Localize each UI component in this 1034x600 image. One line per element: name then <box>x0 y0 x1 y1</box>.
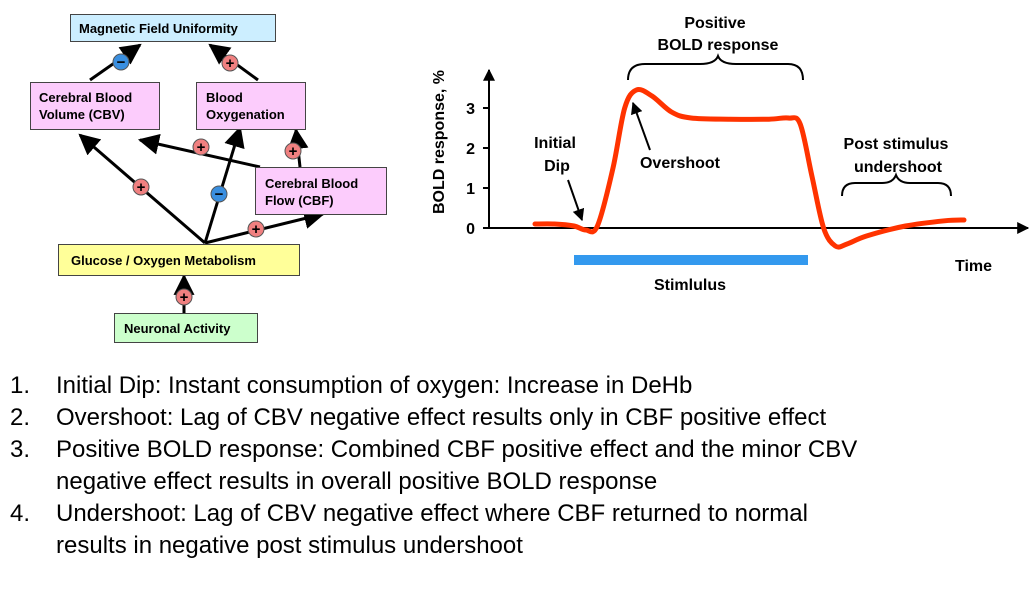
magnetic-field-label: Magnetic Field Uniformity <box>79 21 238 36</box>
plus-sign-neuronal-metabolism <box>175 288 193 306</box>
post-stimulus-label-line1: Post stimulus <box>844 136 949 153</box>
arrow-metabolism-to-oxygenation <box>203 125 245 244</box>
plus-label: + <box>180 289 189 306</box>
explanation-number: 4. <box>10 500 31 527</box>
explanation-text: negative effect results in overall posit… <box>56 468 658 495</box>
cbf-box: Cerebral Blood Flow (CBF) <box>255 167 387 215</box>
plus-sign-cbf-cbv <box>192 138 210 156</box>
explanation-text: Overshoot: Lag of CBV negative effect re… <box>56 404 827 431</box>
stimulus-label: Stimlulus <box>654 277 726 294</box>
explanation-text: results in negative post stimulus unders… <box>56 532 523 559</box>
plus-sign-oxygenation-field <box>221 54 239 72</box>
plus-label: + <box>252 221 261 238</box>
y-axis-label: BOLD response, % <box>431 70 448 214</box>
explanation-text: Initial Dip: Instant consumption of oxyg… <box>56 372 693 399</box>
positive-bold-label-line2: BOLD response <box>658 37 779 54</box>
plus-sign-metabolism-cbf <box>247 220 265 238</box>
cbf-label-line1: Cerebral Blood <box>265 176 359 191</box>
explanation-item: 1. Initial Dip: Instant consumption of ox… <box>10 370 1020 402</box>
explanation-text: Positive BOLD response: Combined CBF pos… <box>56 436 858 463</box>
oxygenation-label-line2: Oxygenation <box>206 107 285 122</box>
diagram-arrows: − + + − + + + + <box>78 43 326 316</box>
plus-label: + <box>226 55 235 72</box>
stimulus-bar <box>574 255 808 265</box>
oxygenation-label-line1: Blood <box>206 90 243 105</box>
oxygenation-box: Blood Oxygenation <box>196 82 306 130</box>
y-tick-label: 0 <box>466 221 475 238</box>
overshoot-arrow <box>631 101 651 151</box>
explanation-item: 4. Undershoot: Lag of CBV negative effect… <box>10 498 1020 562</box>
plus-sign-cbf-oxygenation <box>284 142 302 160</box>
explanation-number: 1. <box>10 372 31 399</box>
x-axis-label: Time <box>955 258 992 275</box>
explanation-item: 2. Overshoot: Lag of CBV negative effect … <box>10 402 1020 434</box>
neuronal-activity-box: Neuronal Activity <box>114 313 258 343</box>
cbf-label-line2: Flow (CBF) <box>265 193 334 208</box>
post-stimulus-label-line2: undershoot <box>854 159 943 176</box>
plus-label: + <box>197 139 206 156</box>
initial-dip-label-line1: Initial <box>534 135 576 152</box>
y-tick-label: 3 <box>466 101 475 118</box>
explanation-list: 1. Initial Dip: Instant consumption of ox… <box>10 370 1020 562</box>
bold-response-curve <box>532 87 967 250</box>
y-tick-group: 0 1 2 3 <box>466 101 489 238</box>
explanation-item: 3. Positive BOLD response: Combined CBF p… <box>10 434 1020 498</box>
positive-bold-brace <box>627 53 804 81</box>
metabolism-box: Glucose / Oxygen Metabolism <box>58 244 300 276</box>
explanation-number: 3. <box>10 436 31 463</box>
minus-sign-metabolism-oxygenation <box>210 185 228 203</box>
initial-dip-arrow <box>567 179 585 222</box>
minus-label: − <box>117 54 126 71</box>
cbv-label-line2: Volume (CBV) <box>39 107 125 122</box>
plus-sign-metabolism-cbv <box>132 178 150 196</box>
metabolism-label: Glucose / Oxygen Metabolism <box>71 253 256 268</box>
magnetic-field-box: Magnetic Field Uniformity <box>70 14 276 42</box>
plus-label: + <box>137 179 146 196</box>
neuronal-activity-label: Neuronal Activity <box>124 321 231 336</box>
positive-bold-label-line1: Positive <box>684 15 745 32</box>
post-stimulus-brace <box>841 172 952 197</box>
minus-label: − <box>215 186 224 203</box>
y-tick-label: 1 <box>466 181 475 198</box>
initial-dip-label-line2: Dip <box>544 158 570 175</box>
explanation-text: Undershoot: Lag of CBV negative effect w… <box>56 500 808 527</box>
overshoot-label: Overshoot <box>640 155 721 172</box>
plus-label: + <box>289 143 298 160</box>
y-tick-label: 2 <box>466 141 475 158</box>
explanation-number: 2. <box>10 404 31 431</box>
minus-sign-cbv-field <box>112 53 130 71</box>
cbv-box: Cerebral Blood Volume (CBV) <box>30 82 160 130</box>
cbv-label-line1: Cerebral Blood <box>39 90 133 105</box>
